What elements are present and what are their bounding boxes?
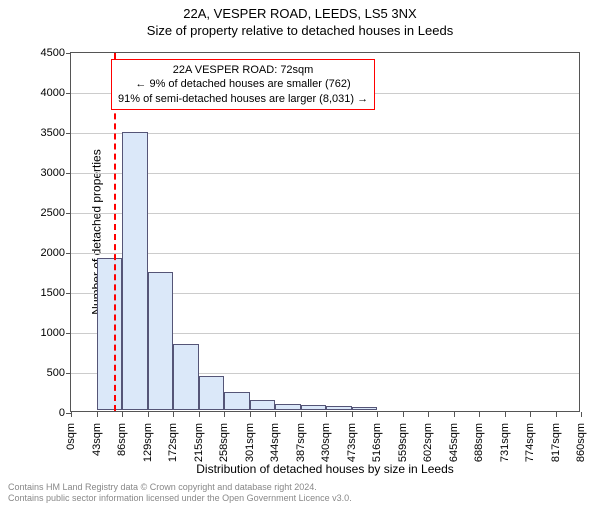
footer-attribution: Contains HM Land Registry data © Crown c… [8,482,352,504]
xtick-mark [224,412,225,417]
xtick-mark [71,412,72,417]
xtick-mark [530,412,531,417]
ytick-label: 0 [15,407,65,419]
xtick-mark [250,412,251,417]
xtick-mark [275,412,276,417]
histogram-bar [97,258,123,410]
histogram-bar [275,404,301,410]
ytick-label: 2500 [15,207,65,219]
ytick-label: 2000 [15,247,65,259]
xtick-mark [377,412,378,417]
ytick-label: 3500 [15,127,65,139]
chart-title-line2: Size of property relative to detached ho… [0,23,600,38]
info-line2: ← 9% of detached houses are smaller (762… [118,77,368,91]
footer-line2: Contains public sector information licen… [8,493,352,504]
ytick-mark [66,293,71,294]
y-axis-label-wrap: Number of detached properties [14,52,28,412]
histogram-bar [173,344,199,410]
xtick-mark [428,412,429,417]
histogram-bar [122,132,148,410]
property-info-box: 22A VESPER ROAD: 72sqm← 9% of detached h… [111,59,375,110]
ytick-mark [66,93,71,94]
info-line3: 91% of semi-detached houses are larger (… [118,92,368,106]
chart-area: 0500100015002000250030003500400045000sqm… [70,52,580,412]
ytick-mark [66,373,71,374]
xtick-mark [556,412,557,417]
histogram-bar [250,400,276,410]
histogram-bar [301,405,327,410]
xtick-mark [173,412,174,417]
xtick-mark [122,412,123,417]
ytick-label: 500 [15,367,65,379]
ytick-label: 1000 [15,327,65,339]
info-line1: 22A VESPER ROAD: 72sqm [118,63,368,77]
histogram-bar [326,406,352,410]
plot-region: 0500100015002000250030003500400045000sqm… [70,52,580,412]
ytick-mark [66,173,71,174]
xtick-mark [301,412,302,417]
histogram-bar [148,272,174,410]
ytick-mark [66,53,71,54]
chart-title-line1: 22A, VESPER ROAD, LEEDS, LS5 3NX [0,6,600,21]
xtick-mark [326,412,327,417]
xtick-mark [403,412,404,417]
xtick-mark [97,412,98,417]
ytick-label: 4500 [15,47,65,59]
xtick-mark [352,412,353,417]
x-axis-label: Distribution of detached houses by size … [70,462,580,476]
ytick-mark [66,213,71,214]
ytick-mark [66,133,71,134]
xtick-mark [148,412,149,417]
histogram-bar [352,407,378,410]
ytick-label: 4000 [15,87,65,99]
ytick-mark [66,333,71,334]
xtick-mark [581,412,582,417]
xtick-mark [479,412,480,417]
ytick-label: 3000 [15,167,65,179]
histogram-bar [199,376,225,410]
xtick-mark [505,412,506,417]
xtick-mark [199,412,200,417]
footer-line1: Contains HM Land Registry data © Crown c… [8,482,352,493]
ytick-mark [66,253,71,254]
histogram-bar [224,392,250,410]
xtick-mark [454,412,455,417]
ytick-label: 1500 [15,287,65,299]
